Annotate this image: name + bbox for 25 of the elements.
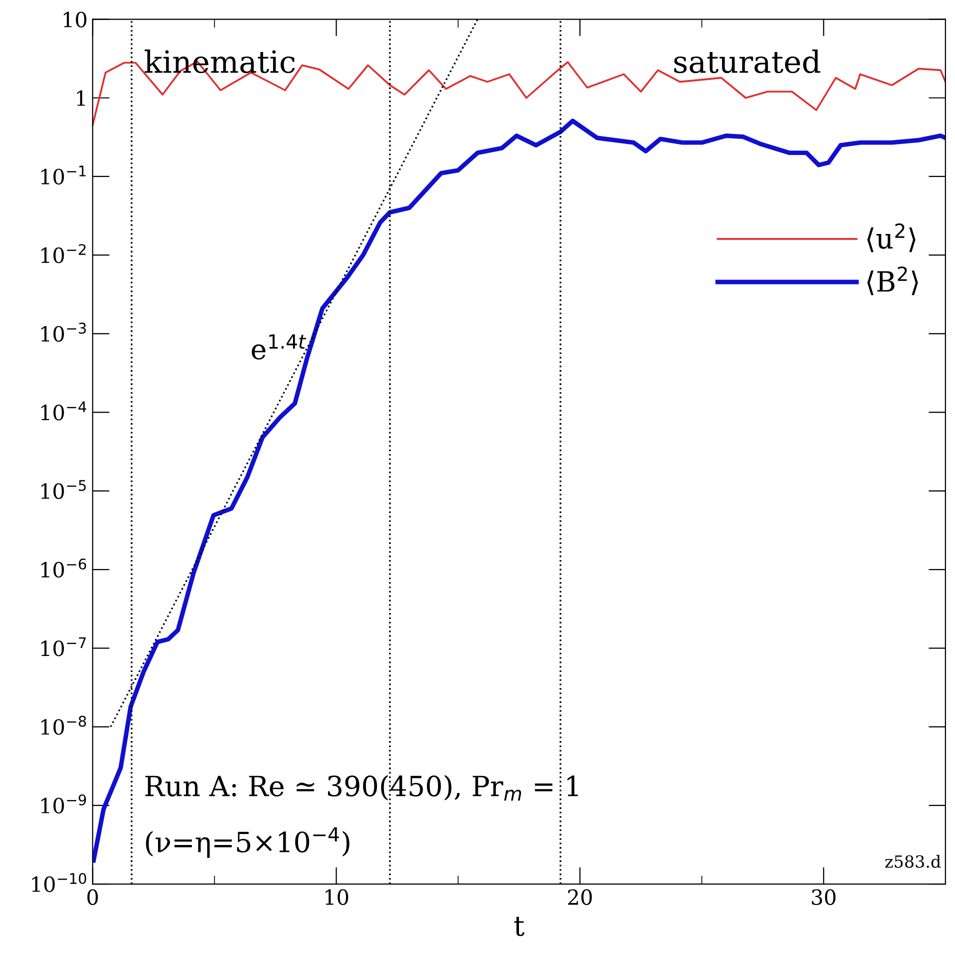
y-tick-label: 10$^{−3}$ xyxy=(41,322,86,342)
y-tick-label: 10$^{−1}$ xyxy=(41,166,86,185)
y-tick-label: 1 xyxy=(77,90,85,106)
y-tick-label: 10$^{−10}$ xyxy=(32,872,86,892)
annotation: Run A: Re ≃ 390(450), Pr$_{m}$ = 1 xyxy=(145,774,578,801)
y-tick-label: 10$^{−7}$ xyxy=(41,637,86,656)
y-tick-label: 10$^{−8}$ xyxy=(41,716,86,735)
y-tick-label: 10 xyxy=(64,12,86,28)
x-tick-label: 20 xyxy=(568,889,592,906)
x-tick-label: 0 xyxy=(87,889,98,906)
y-tick-label: 10$^{−2}$ xyxy=(41,244,86,264)
y-tick-label: 10$^{−9}$ xyxy=(41,794,86,814)
annotation: e$^{1.4t}$ xyxy=(252,334,306,360)
annotation: saturated xyxy=(674,50,820,74)
y-tick-label: 10$^{−6}$ xyxy=(41,558,86,578)
annotation: kinematic xyxy=(144,50,295,74)
x-tick-label: 30 xyxy=(812,889,836,906)
legend-label: ⟨B$^{2}$⟩ xyxy=(867,266,918,296)
x-tick-label: 10 xyxy=(326,889,348,906)
x-axis-title: t xyxy=(514,916,524,936)
annotation: z583.d xyxy=(885,854,941,868)
y-tick-label: 10$^{−5}$ xyxy=(41,480,86,500)
y-tick-label: 10$^{−4}$ xyxy=(41,402,86,420)
annotation: (ν=η=5×10$^{−4}$) xyxy=(146,827,350,858)
legend-label: ⟨u$^{2}$⟩ xyxy=(867,223,916,252)
